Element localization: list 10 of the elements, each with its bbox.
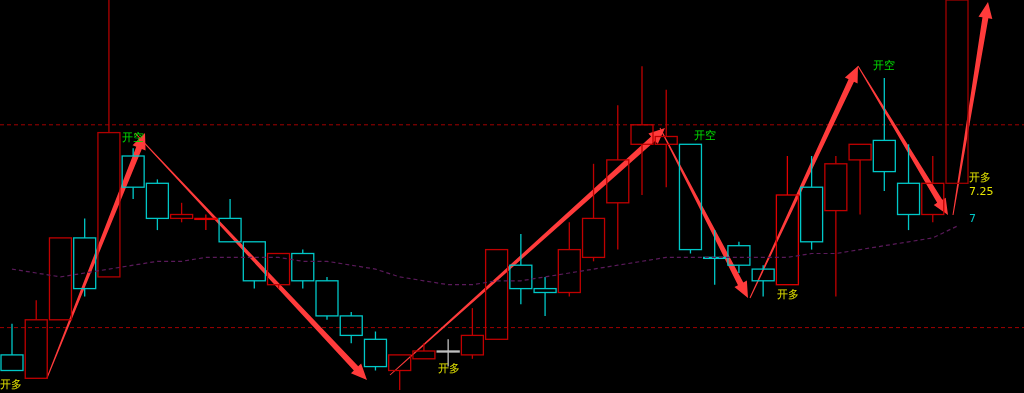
annotation: 开多 (969, 171, 991, 185)
annotation: 开多 (777, 288, 800, 302)
candlestick (606, 104, 630, 251)
candlestick (872, 77, 896, 192)
annotation: 开空 (694, 129, 717, 143)
annotation: 开空 (873, 59, 896, 73)
annotation: 7.25 (969, 185, 994, 198)
annotation: 开多 (0, 378, 22, 392)
annotation: 开多 (438, 362, 461, 376)
annotation: 7 (969, 212, 976, 226)
